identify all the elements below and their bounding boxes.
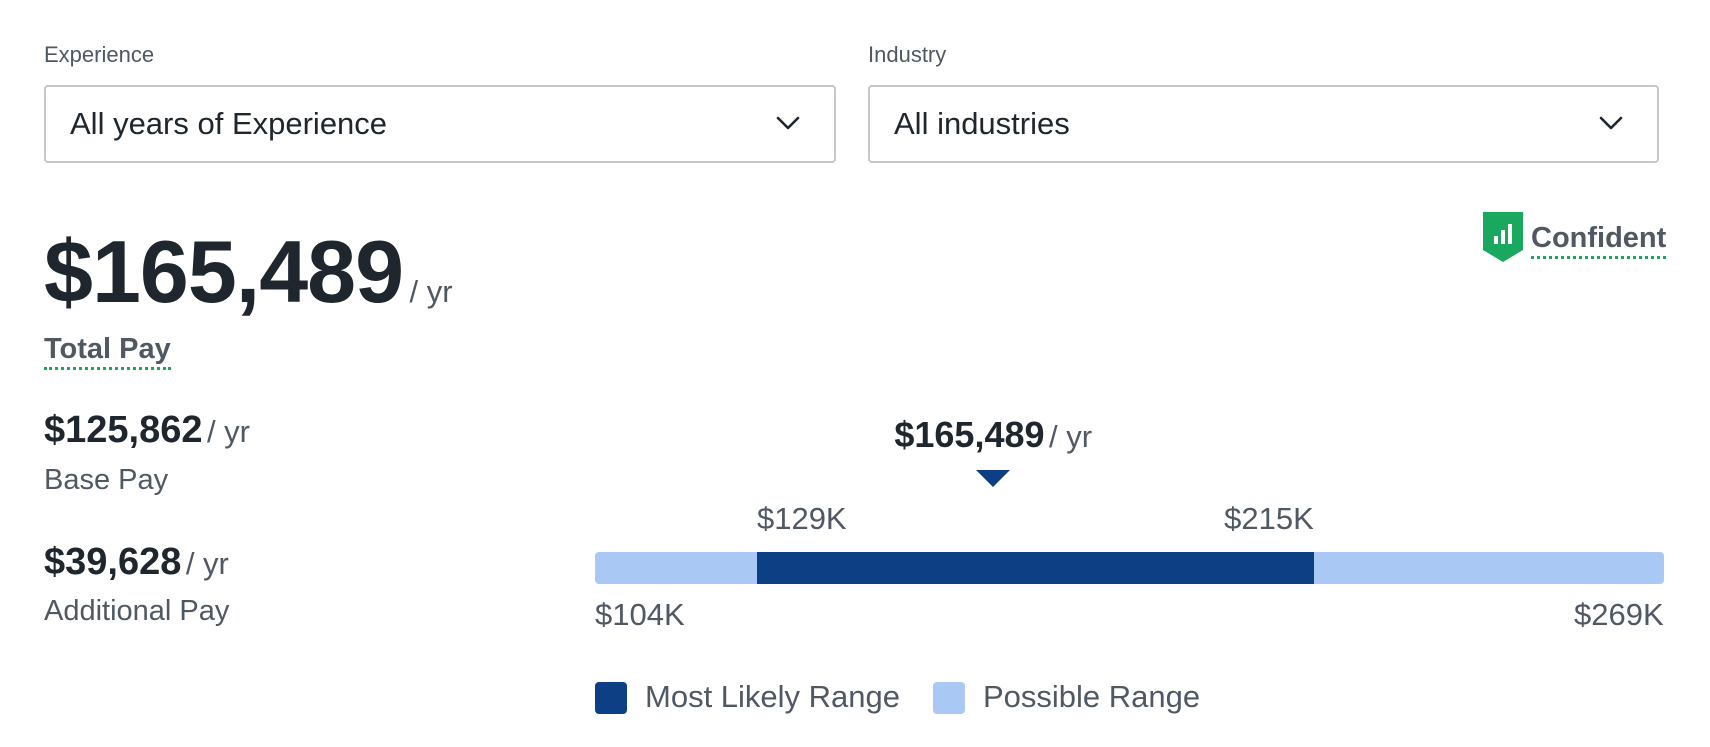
confidence-label-wrap[interactable]: Confident bbox=[1531, 222, 1667, 259]
bar-chart-shield-icon bbox=[1483, 212, 1523, 262]
industry-filter-label: Industry bbox=[868, 42, 947, 67]
additional-pay-amount: $39,628 bbox=[44, 541, 182, 583]
industry-select[interactable]: All industries bbox=[868, 85, 1659, 163]
base-pay-label: Base Pay bbox=[44, 464, 169, 496]
confidence-badge bbox=[1483, 212, 1523, 267]
chevron-down-icon bbox=[1599, 116, 1623, 130]
legend-likely-label: Most Likely Range bbox=[645, 679, 901, 714]
total-pay-amount: $165,489 bbox=[44, 222, 404, 321]
chevron-down-icon bbox=[776, 116, 800, 130]
legend-possible-swatch bbox=[933, 682, 965, 714]
total-pay-label[interactable]: Total Pay bbox=[44, 333, 171, 370]
additional-pay-per: / yr bbox=[185, 546, 229, 581]
experience-filter-label: Experience bbox=[44, 42, 155, 67]
possible-range-bar bbox=[595, 552, 1664, 584]
total-pay-label-wrap[interactable]: Total Pay bbox=[44, 333, 171, 370]
confidence-label[interactable]: Confident bbox=[1531, 222, 1667, 259]
additional-pay-figure: $39,628 / yr bbox=[44, 543, 229, 582]
likely-low-label: $129K bbox=[756, 501, 847, 536]
industry-select-value: All industries bbox=[894, 106, 1070, 141]
median-pay-per: / yr bbox=[1048, 419, 1093, 454]
possible-low-label: $104K bbox=[595, 597, 685, 632]
experience-select-value: All years of Experience bbox=[70, 106, 388, 141]
likely-range-bar bbox=[756, 552, 1315, 584]
median-pay-amount: $165,489 bbox=[894, 414, 1045, 455]
experience-select[interactable]: All years of Experience bbox=[44, 85, 836, 163]
legend-possible-label: Possible Range bbox=[983, 679, 1201, 714]
base-pay-amount: $125,862 bbox=[44, 409, 203, 451]
total-pay-per: / yr bbox=[409, 274, 453, 309]
base-pay-per: / yr bbox=[206, 414, 251, 449]
median-pay-label: $165,489 / yr bbox=[894, 414, 1092, 456]
additional-pay-label: Additional Pay bbox=[44, 595, 230, 627]
median-marker-icon bbox=[976, 470, 1011, 487]
possible-high-label: $269K bbox=[1574, 597, 1664, 632]
legend-likely-swatch bbox=[595, 682, 627, 714]
base-pay-figure: $125,862 / yr bbox=[44, 411, 250, 450]
total-pay-figure: $165,489 / yr bbox=[44, 228, 453, 316]
likely-high-label: $215K bbox=[1224, 501, 1314, 536]
